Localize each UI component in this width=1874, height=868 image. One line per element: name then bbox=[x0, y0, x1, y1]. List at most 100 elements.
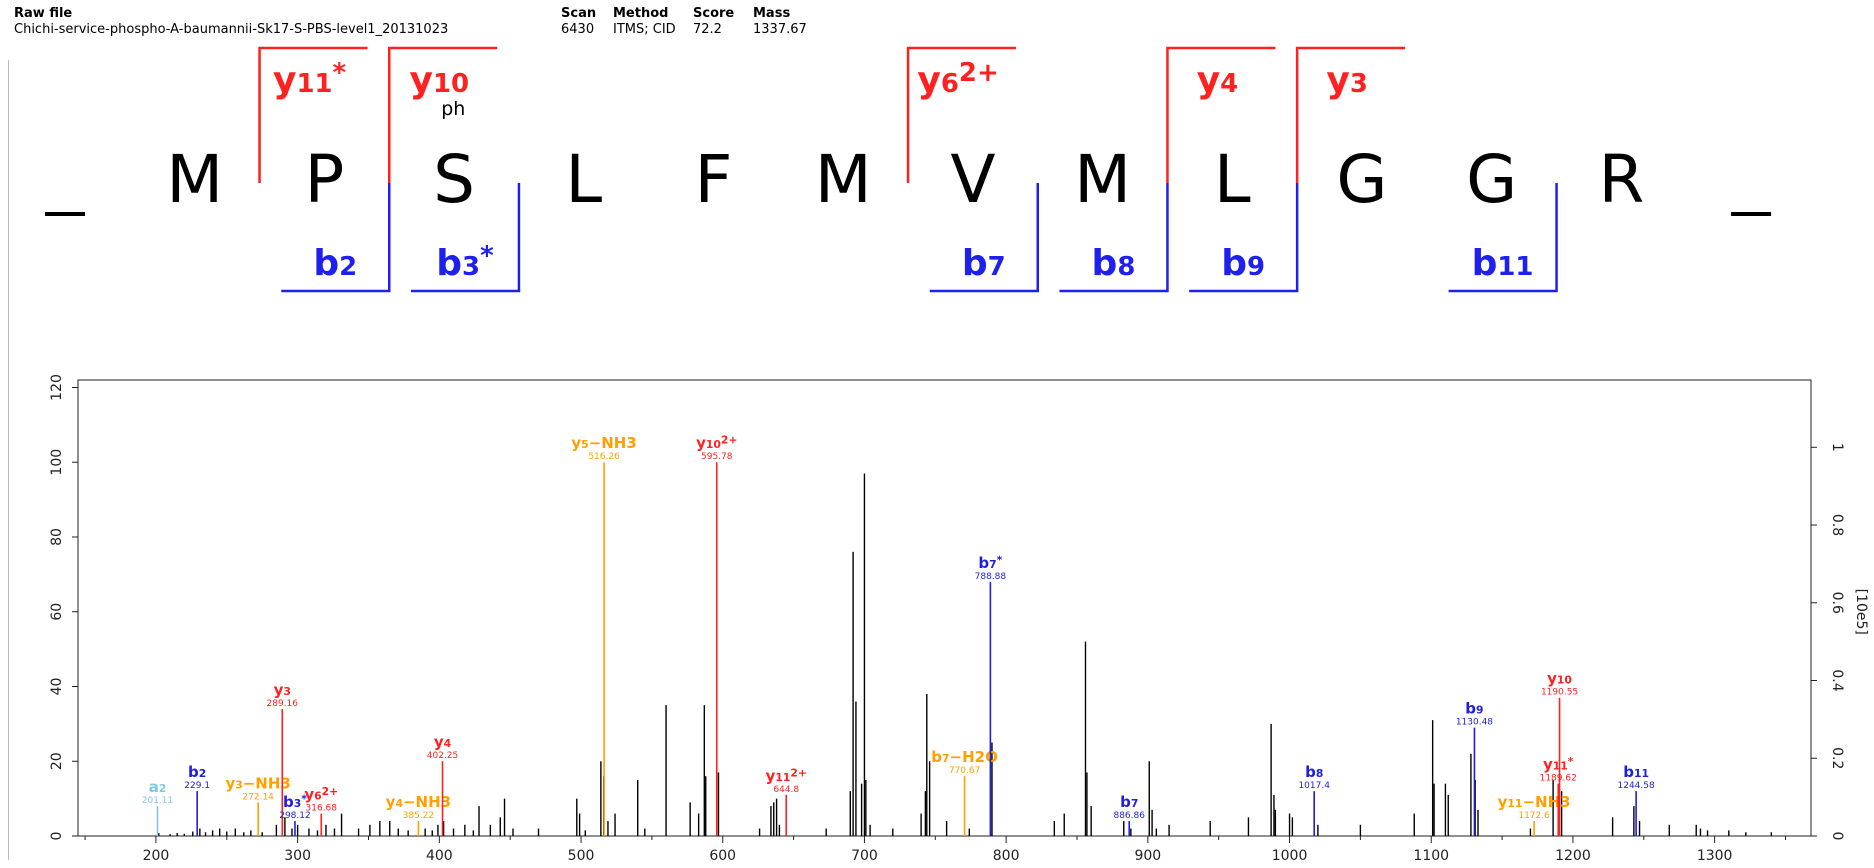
peak-ion-label-11: b7−H2O bbox=[931, 748, 998, 766]
b-ion-bracket-2 bbox=[281, 183, 391, 293]
y-ion-label-4: y4 bbox=[1197, 60, 1239, 101]
x-tick-label-1300: 1300 bbox=[1697, 848, 1733, 864]
peak-ion-label-18: y10 bbox=[1547, 670, 1572, 688]
b-ion-label-11: b11 bbox=[1472, 243, 1534, 284]
b-ion-bracket-7 bbox=[929, 183, 1039, 293]
y-tick-label-120: 120 bbox=[49, 374, 65, 401]
b-ion-label-7: b7 bbox=[962, 243, 1006, 284]
score-label: Score bbox=[693, 6, 735, 21]
y2-tick-label-1: 0.2 bbox=[1829, 747, 1845, 769]
y2-axis-label: [10e5] bbox=[1853, 589, 1869, 635]
header-method: Method ITMS; CID bbox=[613, 6, 676, 38]
residue-r-12: R bbox=[1598, 141, 1644, 218]
raw-file-label: Raw file bbox=[14, 6, 73, 21]
y-ion-bracket-10 bbox=[388, 46, 498, 183]
peak-ion-label-8: y5−NH3 bbox=[571, 434, 636, 452]
y-ion-bracket-6 bbox=[906, 46, 1017, 183]
x-tick-label-300: 300 bbox=[284, 848, 311, 864]
residue-m-6: M bbox=[815, 141, 872, 218]
peak-mz-label-15: 1130.48 bbox=[1456, 718, 1493, 728]
y2-tick-label-2: 0.4 bbox=[1829, 669, 1845, 691]
b-ion-label-2: b2 bbox=[313, 243, 357, 284]
header-scan: Scan 6430 bbox=[561, 6, 596, 38]
x-tick-label-500: 500 bbox=[568, 848, 595, 864]
residue-g-10: G bbox=[1336, 141, 1387, 218]
peak-mz-label-2: 272.14 bbox=[242, 792, 274, 802]
mass-value: 1337.67 bbox=[753, 22, 807, 37]
residue-g-11: G bbox=[1466, 141, 1517, 218]
peak-mz-label-7: 402.25 bbox=[427, 751, 459, 761]
peak-ion-label-10: y112+ bbox=[766, 766, 807, 785]
score-value: 72.2 bbox=[693, 22, 722, 37]
peak-mz-label-6: 385.22 bbox=[403, 811, 435, 821]
peak-ion-label-17: y11* bbox=[1543, 755, 1574, 774]
peak-ion-label-1: b2 bbox=[188, 763, 206, 781]
b-ion-label-3-alt: b3* bbox=[436, 241, 494, 284]
peak-ion-label-13: b7 bbox=[1120, 793, 1138, 811]
peak-ion-label-6: y4−NH3 bbox=[386, 793, 451, 811]
method-value: ITMS; CID bbox=[613, 22, 676, 37]
b-ion-bracket-3 bbox=[410, 183, 521, 293]
b-ion-label-8: b8 bbox=[1092, 243, 1136, 284]
peak-ion-label-9: y102+ bbox=[696, 434, 737, 453]
x-tick-label-1100: 1100 bbox=[1413, 848, 1449, 864]
residue-v-7: V bbox=[950, 141, 995, 218]
peak-mz-label-12: 788.88 bbox=[975, 572, 1007, 582]
y2-tick-label-4: 0.8 bbox=[1829, 514, 1845, 536]
scan-label: Scan bbox=[561, 6, 597, 21]
residue-f-5: F bbox=[695, 141, 733, 218]
raw-file-value: Chichi-service-phospho-A-baumannii-Sk17-… bbox=[14, 22, 449, 37]
peak-mz-label-11: 770.67 bbox=[949, 766, 981, 776]
b-ion-label-9: b9 bbox=[1221, 243, 1265, 284]
x-tick-label-400: 400 bbox=[426, 848, 453, 864]
x-tick-label-900: 900 bbox=[1134, 848, 1161, 864]
b-ion-bracket-11 bbox=[1448, 183, 1558, 293]
y-ion-bracket-4 bbox=[1166, 46, 1276, 183]
header-score: Score 72.2 bbox=[693, 6, 734, 38]
plot-frame bbox=[77, 379, 1812, 837]
method-label: Method bbox=[613, 6, 669, 21]
modification-label: ph bbox=[441, 98, 465, 120]
x-tick-label-1000: 1000 bbox=[1272, 848, 1308, 864]
y2-tick-label-5: 1 bbox=[1829, 443, 1845, 452]
x-tick-label-800: 800 bbox=[993, 848, 1020, 864]
peak-mz-label-16: 1172.6 bbox=[1518, 811, 1550, 821]
peak-mz-label-5: 316.68 bbox=[306, 804, 338, 814]
peak-ion-label-4: b3* bbox=[283, 793, 307, 812]
y-tick-label-80: 80 bbox=[49, 528, 65, 546]
y2-tick-label-3: 0.6 bbox=[1829, 592, 1845, 614]
peak-mz-label-19: 1244.58 bbox=[1618, 781, 1655, 791]
residue-m-1: M bbox=[166, 141, 223, 218]
peak-ion-label-15: b9 bbox=[1465, 700, 1483, 718]
y-ion-bracket-11 bbox=[258, 46, 368, 183]
header-raw-file: Raw file Chichi-service-phospho-A-bauman… bbox=[14, 6, 448, 38]
scan-value: 6430 bbox=[561, 22, 595, 37]
peak-ion-label-19: b11 bbox=[1623, 763, 1649, 781]
x-tick-label-700: 700 bbox=[851, 848, 878, 864]
y-ion-bracket-3 bbox=[1295, 46, 1406, 183]
mass-label: Mass bbox=[753, 6, 791, 21]
peak-mz-label-1: 229.1 bbox=[184, 781, 210, 791]
peak-mz-label-17: 1189.62 bbox=[1540, 774, 1577, 784]
residue-p-2: P bbox=[304, 141, 344, 218]
peak-mz-label-9: 595.78 bbox=[701, 452, 733, 462]
b-ion-bracket-9 bbox=[1189, 183, 1299, 293]
peak-ion-label-5: y62+ bbox=[304, 785, 338, 804]
header-mass: Mass 1337.67 bbox=[753, 6, 807, 38]
y-tick-label-20: 20 bbox=[49, 752, 65, 770]
y-tick-label-0: 0 bbox=[49, 832, 65, 841]
y-tick-label-40: 40 bbox=[49, 678, 65, 696]
residue-s-3: S bbox=[433, 141, 475, 218]
peak-ion-label-2: y3−NH3 bbox=[225, 774, 290, 792]
y-ion-label-11-alt: y11* bbox=[273, 58, 347, 101]
left-divider bbox=[8, 60, 9, 860]
y-ion-label-6-alt: y62+ bbox=[917, 58, 998, 101]
x-tick-label-200: 200 bbox=[143, 848, 170, 864]
peak-mz-label-0: 201.11 bbox=[142, 796, 174, 806]
y-ion-label-3: y3 bbox=[1326, 60, 1368, 101]
peak-mz-label-4: 298.12 bbox=[279, 811, 311, 821]
y-tick-label-100: 100 bbox=[49, 449, 65, 476]
residue-m-8: M bbox=[1074, 141, 1131, 218]
